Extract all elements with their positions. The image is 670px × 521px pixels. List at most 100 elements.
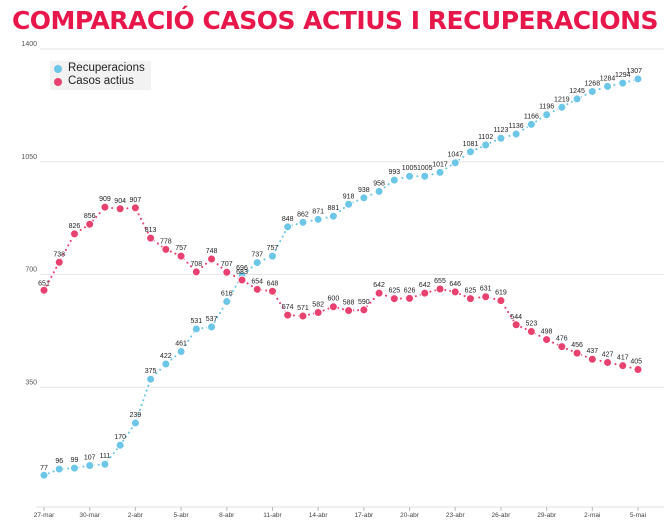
data-point [405, 293, 415, 303]
data-label: 655 [434, 278, 446, 285]
data-label: 918 [343, 193, 355, 200]
data-point [511, 129, 521, 139]
data-point [176, 346, 186, 356]
grid-lines [40, 48, 664, 388]
data-label: 96 [55, 458, 63, 465]
data-label: 531 [190, 318, 202, 325]
data-label: 738 [53, 251, 65, 258]
data-label: 619 [495, 290, 507, 297]
data-point [146, 374, 156, 384]
data-point [85, 219, 95, 229]
data-label: 77 [40, 465, 48, 472]
data-label: 757 [267, 245, 279, 252]
data-point [496, 133, 506, 143]
data-label: 626 [404, 287, 416, 294]
x-tick-label: 5-mai [630, 512, 646, 519]
data-point [298, 311, 308, 321]
data-label: 544 [510, 314, 522, 321]
data-point [587, 87, 597, 97]
data-point [54, 257, 64, 267]
data-point [207, 254, 217, 264]
legend-label-casos-actius: Casos actius [68, 75, 134, 87]
legend: Recuperacions Casos actius [50, 61, 151, 90]
data-label: 1017 [432, 161, 448, 168]
data-point [405, 171, 415, 181]
data-label: 631 [480, 286, 492, 293]
data-point [603, 357, 613, 367]
data-label: 239 [130, 412, 142, 419]
data-point [526, 327, 536, 337]
data-label: 375 [145, 368, 157, 375]
data-label: 1284 [600, 75, 616, 82]
data-label: 590 [358, 299, 370, 306]
x-tick-label: 2-mai [584, 512, 600, 519]
data-label: 748 [206, 248, 218, 255]
data-point [344, 306, 354, 316]
data-label: 1166 [524, 113, 539, 120]
data-point [161, 244, 171, 254]
data-point [191, 267, 201, 277]
data-label: 737 [251, 252, 263, 259]
data-label: 476 [556, 336, 568, 343]
data-point [633, 74, 643, 84]
data-point [542, 335, 552, 345]
axes: 350 700 1050 1400 27-mar 30-mar 2-abr 5-abr 8-ab… [21, 41, 664, 519]
data-point [420, 288, 430, 298]
data-label: 1005 [402, 165, 418, 172]
data-point [450, 287, 460, 297]
data-label: 648 [267, 280, 279, 287]
data-point [283, 310, 293, 320]
data-point [572, 94, 582, 104]
data-label: 683 [236, 269, 248, 276]
series-layer [39, 74, 643, 480]
data-label: 642 [373, 282, 385, 289]
data-label: 757 [175, 245, 187, 252]
data-point [557, 102, 567, 112]
data-point [481, 140, 491, 150]
data-label: 571 [297, 305, 309, 312]
data-point [633, 365, 643, 375]
data-point [618, 361, 628, 371]
data-point [237, 275, 247, 285]
data-point [100, 459, 110, 469]
data-label: 907 [130, 197, 142, 204]
data-label: 646 [449, 281, 461, 288]
data-point [572, 348, 582, 358]
x-tick-label: 17-abr [354, 512, 374, 519]
data-point [435, 284, 445, 294]
legend-label-recuperacions: Recuperacions [68, 62, 145, 74]
data-point [435, 167, 445, 177]
data-point [130, 418, 140, 428]
data-point [69, 229, 79, 239]
data-point [69, 463, 79, 473]
data-point [115, 440, 125, 450]
data-point [252, 258, 262, 268]
data-point [130, 203, 140, 213]
data-point [359, 305, 369, 315]
data-label: 456 [571, 342, 583, 349]
data-label: 1005 [417, 165, 433, 172]
x-tick-label: 29-abr [537, 512, 557, 519]
data-label: 582 [312, 302, 324, 309]
data-point [511, 320, 521, 330]
data-label: 111 [100, 453, 111, 460]
data-label: 993 [388, 169, 400, 176]
data-point [298, 217, 308, 227]
data-label: 625 [388, 288, 400, 295]
data-point [465, 294, 475, 304]
data-point [587, 354, 597, 364]
data-label: 642 [419, 282, 431, 289]
data-label: 588 [343, 300, 355, 307]
x-tick-label: 23-abr [446, 512, 466, 519]
data-label: 498 [541, 329, 553, 336]
data-label: 99 [71, 457, 79, 464]
data-label: 1294 [615, 72, 631, 79]
data-label: 1047 [447, 152, 463, 159]
data-label: 707 [221, 261, 233, 268]
data-point [481, 292, 491, 302]
data-label: 417 [617, 355, 629, 362]
data-label: 1136 [509, 123, 524, 130]
data-point [54, 464, 64, 474]
